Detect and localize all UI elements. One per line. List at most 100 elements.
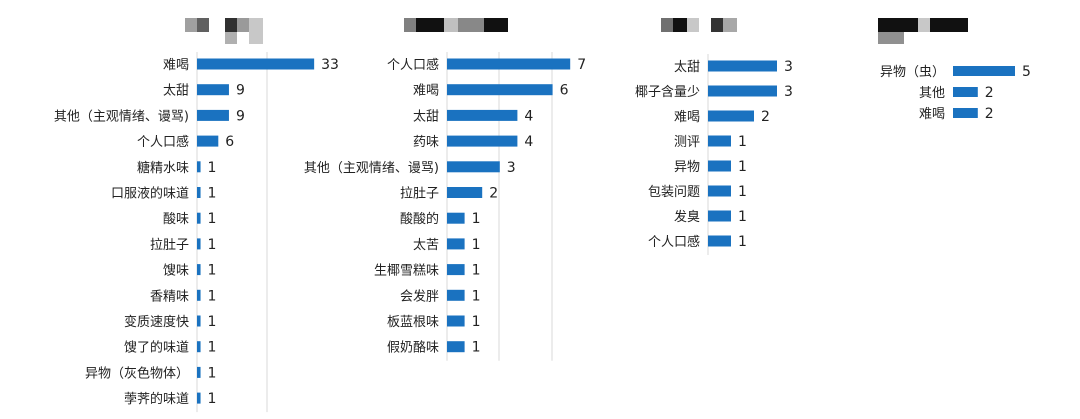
bar xyxy=(197,161,201,173)
bar xyxy=(197,109,229,121)
category-label: 个人口感 xyxy=(387,57,439,73)
bar xyxy=(447,135,518,147)
value-label: 1 xyxy=(472,288,481,304)
category-label: 包装问题 xyxy=(648,185,700,200)
bar-chart-2: 个人口感 7 难喝 6 太甜 4 药味 4 其他（主观情绪、谩骂) 3 拉肚子 2 酸酸的 1 太苦 1 生椰雪… xyxy=(304,52,586,361)
value-label: 1 xyxy=(208,340,217,356)
bar xyxy=(197,392,201,404)
chart-panel-2: 个人口感 7 难喝 6 太甜 4 药味 4 其他（主观情绪、谩骂) 3 拉肚子 2 酸酸的 1 太苦 1 生椰雪… xyxy=(250,0,590,419)
value-label: 1 xyxy=(472,314,481,330)
category-label: 椰子含量少 xyxy=(635,84,700,100)
category-label: 个人口感 xyxy=(648,234,700,250)
bar xyxy=(197,58,315,70)
value-label: 2 xyxy=(489,186,498,202)
value-label: 9 xyxy=(236,83,245,99)
redacted-title-4 xyxy=(878,18,970,44)
value-label: 6 xyxy=(225,134,234,150)
value-label: 9 xyxy=(236,108,245,124)
value-label: 3 xyxy=(784,84,793,100)
category-label: 拉肚子 xyxy=(400,187,439,202)
bar xyxy=(447,187,483,198)
bar xyxy=(953,66,1015,76)
category-label: 香精味 xyxy=(150,289,189,304)
category-label: 太甜 xyxy=(163,83,189,99)
value-label: 1 xyxy=(472,340,481,356)
bar xyxy=(197,238,201,250)
value-label: 3 xyxy=(784,59,793,75)
bar xyxy=(708,235,731,247)
value-label: 2 xyxy=(761,109,770,125)
category-label: 生椰雪糕味 xyxy=(374,264,439,279)
category-label: 药味 xyxy=(413,135,439,150)
category-label: 其他（主观情绪、谩骂) xyxy=(54,109,189,124)
bar xyxy=(447,84,553,96)
value-label: 3 xyxy=(507,160,516,176)
category-label: 个人口感 xyxy=(137,134,189,150)
bar xyxy=(708,85,777,97)
category-label: 其他（主观情绪、谩骂) xyxy=(304,161,439,176)
value-label: 1 xyxy=(208,288,217,304)
bar-chart-3: 太甜 3 椰子含量少 3 难喝 2 测评 1 异物 1 包装问题 1 发臭 1 个人口感 1 xyxy=(635,54,793,255)
value-label: 1 xyxy=(738,134,747,150)
bar xyxy=(708,185,731,197)
chart-panel-3: 太甜 3 椰子含量少 3 难喝 2 测评 1 异物 1 包装问题 1 发臭 1 个人口感 1 xyxy=(590,0,820,419)
category-label: 变质速度快 xyxy=(124,314,189,330)
value-label: 1 xyxy=(738,159,747,175)
value-label: 1 xyxy=(208,211,217,227)
category-label: 酸味 xyxy=(163,212,189,227)
chart-panel-4: 异物（虫） 5 其他 2 难喝 2 xyxy=(840,0,1040,419)
redacted-title-2 xyxy=(404,18,508,32)
value-label: 1 xyxy=(738,234,747,250)
value-label: 1 xyxy=(472,237,481,253)
category-label: 难喝 xyxy=(919,107,945,122)
bar-chart-1: 难喝 33 太甜 9 其他（主观情绪、谩骂) 9 个人口感 6 糖精水味 1 口服液的味道 1 酸味 1 拉… xyxy=(54,52,339,413)
redacted-title-1 xyxy=(185,18,265,44)
chart-panel-1: 难喝 33 太甜 9 其他（主观情绪、谩骂) 9 个人口感 6 糖精水味 1 口服液的味道 1 酸味 1 拉… xyxy=(0,0,345,419)
bar-chart-4: 异物（虫） 5 其他 2 难喝 2 xyxy=(880,64,1031,122)
category-label: 荸荠的味道 xyxy=(124,391,189,407)
bar xyxy=(708,160,731,172)
value-label: 33 xyxy=(321,57,339,73)
category-label: 板蓝根味 xyxy=(387,315,439,330)
bar xyxy=(447,161,500,173)
value-label: 4 xyxy=(524,108,533,124)
value-label: 1 xyxy=(208,237,217,253)
category-label: 酸酸的 xyxy=(400,211,439,227)
category-label: 拉肚子 xyxy=(150,238,189,253)
value-label: 7 xyxy=(577,57,586,73)
value-label: 1 xyxy=(472,211,481,227)
bar xyxy=(447,109,518,121)
bar xyxy=(447,238,465,250)
bar xyxy=(197,135,219,147)
category-label: 发臭 xyxy=(674,209,700,225)
bar xyxy=(447,341,465,353)
bar xyxy=(447,58,571,70)
bar xyxy=(447,315,465,327)
redacted-title-3 xyxy=(661,18,739,32)
category-label: 太甜 xyxy=(413,108,439,124)
bar xyxy=(953,108,978,118)
bar xyxy=(953,87,978,97)
value-label: 1 xyxy=(208,263,217,279)
bar xyxy=(708,110,754,122)
category-label: 口服液的味道 xyxy=(111,186,189,202)
value-label: 2 xyxy=(985,106,994,122)
bar xyxy=(197,289,201,301)
category-label: 其他 xyxy=(919,86,945,101)
bar xyxy=(447,212,465,224)
category-label: 太甜 xyxy=(674,59,700,75)
category-label: 会发胖 xyxy=(400,288,439,304)
category-label: 难喝 xyxy=(674,110,700,125)
value-label: 1 xyxy=(208,391,217,407)
bar xyxy=(197,341,201,353)
bar xyxy=(447,264,465,276)
category-label: 糖精水味 xyxy=(137,160,189,176)
bar xyxy=(197,315,201,327)
value-label: 2 xyxy=(985,85,994,101)
category-label: 假奶酪味 xyxy=(387,340,439,356)
value-label: 5 xyxy=(1022,64,1031,80)
category-label: 难喝 xyxy=(163,58,189,73)
value-label: 4 xyxy=(524,134,533,150)
category-label: 异物（灰色物体） xyxy=(85,365,189,381)
category-label: 难喝 xyxy=(413,84,439,99)
